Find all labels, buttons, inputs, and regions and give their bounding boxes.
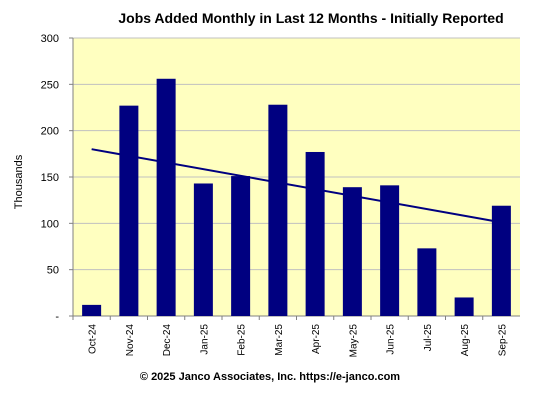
y-tick-label: 200 [41, 126, 59, 138]
bar-Apr-25 [305, 151, 325, 316]
y-tick-label: 250 [41, 79, 59, 91]
y-tick-label: 100 [41, 218, 59, 230]
y-axis-label: Thousands [13, 154, 25, 209]
x-tick-label: Jun-25 [386, 324, 397, 355]
x-tick-label: Jul-25 [423, 324, 434, 352]
bar-Sep-25 [491, 205, 511, 316]
x-tick-label: Feb-25 [237, 324, 248, 356]
bars [82, 78, 511, 316]
x-tick-label: Aug-25 [460, 324, 471, 357]
x-tick-label: Sep-25 [497, 324, 508, 357]
x-tick-label: Nov-24 [125, 324, 136, 357]
y-tick-label: - [55, 311, 59, 323]
bar-Jun-25 [380, 185, 400, 316]
bar-Nov-24 [119, 105, 139, 316]
bar-Dec-24 [156, 78, 176, 316]
y-tick-label: 150 [41, 172, 59, 184]
y-tick-label: 50 [47, 265, 59, 277]
bar-Jul-25 [417, 248, 437, 316]
x-tick-label: Dec-24 [162, 324, 173, 357]
bar-Aug-25 [454, 297, 474, 316]
bar-Mar-25 [268, 104, 288, 316]
trend-line [91, 148, 502, 224]
x-tick-label: Mar-25 [274, 324, 285, 356]
x-tick-label: May-25 [348, 324, 359, 358]
chart-title: Jobs Added Monthly in Last 12 Months - I… [118, 10, 503, 26]
footer-copyright: © 2025 Janco Associates, Inc. https://e-… [140, 371, 400, 383]
bar-May-25 [342, 187, 362, 316]
bar-Feb-25 [231, 176, 251, 316]
y-tick-label: 300 [41, 33, 59, 45]
bar-Jan-25 [193, 183, 213, 316]
x-tick-label: Jan-25 [199, 324, 210, 355]
x-tick-label: Apr-25 [311, 324, 322, 354]
bar-Oct-24 [82, 304, 102, 316]
x-tick-label: Oct-24 [88, 324, 99, 354]
y-axis-ticks: - 50 100 150 200 250 300 [41, 33, 73, 323]
x-axis-ticks: Oct-24 Nov-24 Dec-24 Jan-25 Feb-25 Mar-25 Apr-… [72, 316, 508, 358]
